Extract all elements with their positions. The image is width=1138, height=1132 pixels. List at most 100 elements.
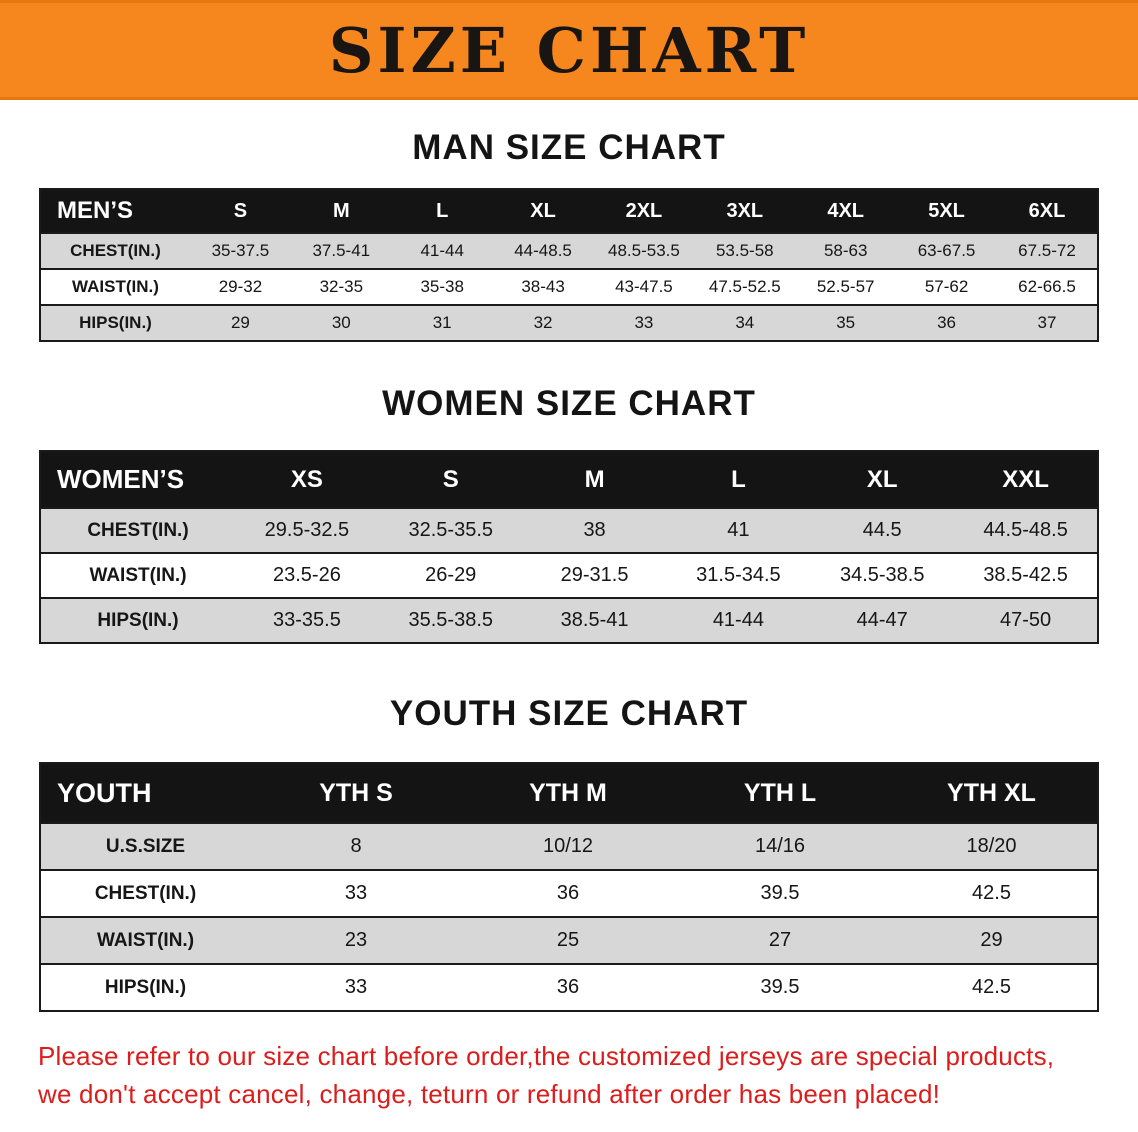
size-value-cell: 38.5-42.5 <box>983 564 1068 586</box>
size-value-cell: 10/12 <box>542 835 594 857</box>
size-value-cell: 42.5 <box>972 976 1011 998</box>
row-label-cell: HIPS(IN.) <box>79 313 152 332</box>
table-data-row: HIPS(IN.) 29 30 31 32 33 34 35 36 37 <box>40 305 1098 341</box>
size-value-cell: 67.5-72 <box>1018 241 1076 260</box>
size-value-cell: 38-43 <box>521 277 565 296</box>
size-header-cell: L <box>666 451 811 508</box>
size-value-cell: 41-44 <box>712 609 764 631</box>
size-header-cell: YTH XL <box>886 763 1098 823</box>
size-value-cell: 43-47.5 <box>615 277 673 296</box>
size-value-cell: 33 <box>634 313 654 332</box>
table-title-cell: YOUTH <box>40 763 250 823</box>
size-header-cell: XS <box>235 451 379 508</box>
size-value-cell: 27 <box>768 929 792 951</box>
size-header-cell: XL <box>492 189 594 233</box>
size-value-cell: 35.5-38.5 <box>408 609 493 631</box>
size-value-cell: 36 <box>556 976 580 998</box>
size-value-cell: 37 <box>1037 313 1057 332</box>
table-data-row: CHEST(IN.) 33 36 39.5 42.5 <box>40 870 1098 917</box>
size-value-cell: 62-66.5 <box>1018 277 1076 296</box>
table-header-row: WOMEN’S XS S M L XL XXL <box>40 451 1098 508</box>
size-value-cell: 36 <box>937 313 957 332</box>
row-label-cell: CHEST(IN.) <box>87 519 189 541</box>
size-header-cell: YTH L <box>674 763 886 823</box>
size-value-cell: 34 <box>735 313 755 332</box>
size-header-cell: S <box>378 451 523 508</box>
disclaimer-line-1: Please refer to our size chart before or… <box>38 1041 1055 1071</box>
row-label-cell: HIPS(IN.) <box>104 976 187 998</box>
size-value-cell: 44-48.5 <box>514 241 572 260</box>
size-value-cell: 47-50 <box>999 609 1052 631</box>
size-value-cell: 32.5-35.5 <box>408 519 493 541</box>
size-header-cell: 3XL <box>694 189 796 233</box>
size-value-cell: 63-67.5 <box>917 241 976 260</box>
row-label-cell: WAIST(IN.) <box>96 929 195 951</box>
size-value-cell: 53.5-58 <box>715 241 774 260</box>
size-value-cell: 36 <box>556 882 580 904</box>
size-value-cell: 41-44 <box>420 241 464 260</box>
size-header-cell: 6XL <box>997 189 1098 233</box>
table-data-row: WAIST(IN.) 29-32 32-35 35-38 38-43 43-47.5 47.… <box>40 269 1098 305</box>
youth-section-heading: YOUTH SIZE CHART <box>389 694 749 733</box>
size-value-cell: 23.5-26 <box>272 564 341 586</box>
size-value-cell: 44-47 <box>856 609 908 631</box>
size-value-cell: 35 <box>836 313 856 332</box>
size-value-cell: 47.5-52.5 <box>708 277 781 296</box>
row-label-cell: U.S.SIZE <box>105 835 186 857</box>
size-header-cell: 4XL <box>795 189 897 233</box>
table-title-cell: MEN’S <box>40 189 190 233</box>
size-value-cell: 44.5-48.5 <box>983 519 1068 541</box>
row-label-cell: WAIST(IN.) <box>72 277 159 296</box>
size-value-cell: 42.5 <box>972 882 1011 904</box>
youth-size-table: YOUTH YTH S YTH M YTH L YTH XL U.S.SIZE 8 10/12… <box>39 762 1099 1012</box>
table-data-row: U.S.SIZE 8 10/12 14/16 18/20 <box>40 823 1098 870</box>
size-value-cell: 38 <box>583 519 606 541</box>
size-header-cell: L <box>391 189 493 233</box>
size-header-cell: M <box>290 189 392 233</box>
size-value-cell: 29-32 <box>218 277 263 296</box>
size-value-cell: 29-31.5 <box>560 564 629 586</box>
size-header-cell: XXL <box>954 451 1098 508</box>
size-value-cell: 44.5 <box>862 519 902 541</box>
size-value-cell: 26-29 <box>425 564 477 586</box>
row-label-cell: CHEST(IN.) <box>70 241 161 260</box>
size-value-cell: 39.5 <box>760 976 800 998</box>
man-size-section: MAN SIZE CHART MEN’S S M L XL 2XL 3XL 4XL 5XL 6XL… <box>0 128 1138 342</box>
table-data-row: HIPS(IN.) 33 36 39.5 42.5 <box>40 964 1098 1011</box>
size-value-cell: 29.5-32.5 <box>264 519 350 541</box>
table-data-row: CHEST(IN.) 29.5-32.5 32.5-35.5 38 41 44.5 44.5… <box>40 508 1098 553</box>
table-data-row: CHEST(IN.) 35-37.5 37.5-41 41-44 44-48.5 48.5… <box>40 233 1098 269</box>
size-header-cell: 5XL <box>896 189 997 233</box>
size-value-cell: 8 <box>350 835 362 857</box>
size-value-cell: 58-63 <box>823 241 868 260</box>
table-data-row: WAIST(IN.) 23 25 27 29 <box>40 917 1098 964</box>
youth-size-section: YOUTH SIZE CHART YOUTH YTH S YTH M YTH L YTH… <box>0 694 1138 1012</box>
size-header-cell: 2XL <box>593 189 695 233</box>
size-value-cell: 34.5-38.5 <box>839 564 925 586</box>
size-header-cell: YTH M <box>462 763 674 823</box>
size-value-cell: 41 <box>727 519 750 541</box>
size-value-cell: 14/16 <box>754 835 806 857</box>
size-value-cell: 30 <box>331 313 351 332</box>
women-size-table: WOMEN’S XS S M L XL XXL CHEST(IN.) 29.5-32.5 32.5… <box>39 450 1099 644</box>
row-label-cell: CHEST(IN.) <box>94 882 197 904</box>
size-value-cell: 39.5 <box>760 882 800 904</box>
disclaimer-line-2: we don't accept cancel, change, teturn o… <box>38 1078 941 1109</box>
table-data-row: HIPS(IN.) 33-35.5 35.5-38.5 38.5-41 41-44 44-… <box>40 598 1098 643</box>
man-size-table: MEN’S S M L XL 2XL 3XL 4XL 5XL 6XL CHEST(IN.) 35-37… <box>39 188 1099 342</box>
size-value-cell: 48.5-53.5 <box>608 241 680 260</box>
size-value-cell: 31.5-34.5 <box>696 564 781 586</box>
size-value-cell: 52.5-57 <box>816 277 875 296</box>
women-size-section: WOMEN SIZE CHART WOMEN’S XS S M L XL XXL CHEST(… <box>0 384 1138 644</box>
size-header-cell: S <box>190 189 291 233</box>
size-value-cell: 33 <box>344 882 368 904</box>
size-header-cell: M <box>522 451 667 508</box>
size-value-cell: 32 <box>533 313 553 332</box>
table-header-row: MEN’S S M L XL 2XL 3XL 4XL 5XL 6XL <box>40 189 1098 233</box>
size-value-cell: 35-37.5 <box>211 241 270 260</box>
size-header-cell: YTH S <box>250 763 462 823</box>
size-value-cell: 32-35 <box>319 277 364 296</box>
size-value-cell: 18/20 <box>966 835 1017 857</box>
size-value-cell: 25 <box>556 929 580 951</box>
